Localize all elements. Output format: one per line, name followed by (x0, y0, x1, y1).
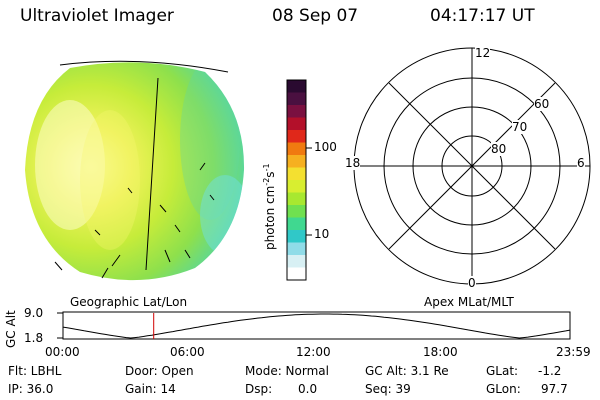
altitude-curve (62, 313, 571, 339)
colorbar-cell (287, 205, 306, 218)
info-gc-alt: GC Alt: 3.1 Re (365, 364, 449, 378)
colorbar-cell (287, 80, 306, 93)
xtick-0600: 06:00 (170, 345, 205, 359)
mlat-label-70: 70 (512, 120, 528, 134)
meridian-line (145, 77, 159, 271)
info-flt: Flt: LBHL (8, 364, 62, 378)
colorbar-cell (287, 92, 306, 106)
mlt-label-18: 18 (345, 156, 361, 170)
colorbar-cell (287, 242, 306, 256)
altitude-ytick-top: 9.0 (24, 306, 44, 320)
colorbar-cell (287, 130, 306, 143)
image-time: 04:17:17 UT (430, 6, 535, 26)
info-glat-value: -1.2 (538, 364, 562, 378)
info-glat-label: GLat: (486, 364, 519, 378)
colorbar-cell (287, 230, 306, 243)
xtick-0000: 00:00 (45, 345, 80, 359)
altitude-plot (57, 311, 571, 340)
polar-grid (353, 47, 591, 285)
colorbar-unit-label: photon cm-2s-1 (262, 163, 277, 250)
xtick-1800: 18:00 (423, 345, 458, 359)
info-ip: IP: 36.0 (8, 382, 54, 396)
mlt-label-12: 12 (475, 46, 491, 60)
xtick-1200: 12:00 (296, 345, 331, 359)
colorbar-cell (287, 167, 306, 181)
info-dsp-value: 0.0 (298, 382, 318, 396)
colorbar-cell (287, 267, 306, 281)
colorbar-cell (287, 180, 306, 193)
altitude-ytick-bottom: 1.8 (24, 331, 44, 345)
mlt-label-6: 6 (577, 156, 585, 170)
colorbar-cell (287, 255, 306, 268)
info-glon-value: 97.7 (541, 382, 568, 396)
colorbar-cell (287, 105, 306, 118)
info-dsp-label: Dsp: (245, 382, 273, 396)
geographic-label: Geographic Lat/Lon (70, 295, 188, 309)
info-glon-label: GLon: (486, 382, 521, 396)
colorbar-cell (287, 117, 306, 131)
info-seq: Seq: 39 (365, 382, 411, 396)
info-mode: Mode: Normal (245, 364, 329, 378)
coastline-fragments (54, 162, 215, 279)
colorbar-tick-10: 10 (314, 227, 330, 241)
colorbar-cell (287, 192, 306, 206)
info-door: Door: Open (125, 364, 194, 378)
xtick-2359: 23:59 (556, 345, 591, 359)
colorbar-cell (287, 217, 306, 231)
colorbar (286, 79, 312, 281)
mlt-label-0: 0 (468, 276, 476, 290)
altitude-ylabel: GC Alt (4, 310, 18, 348)
mlat-label-80: 80 (491, 142, 507, 156)
colorbar-cell (287, 155, 306, 168)
uv-earth-disk (25, 62, 245, 281)
mlat-label-60: 60 (534, 97, 550, 111)
colorbar-cell (287, 142, 306, 156)
image-date: 08 Sep 07 (272, 6, 359, 26)
info-gain: Gain: 14 (125, 382, 176, 396)
apex-label: Apex MLat/MLT (424, 295, 514, 309)
colorbar-tick-100: 100 (314, 140, 337, 154)
limb-arc (59, 60, 229, 73)
instrument-title: Ultraviolet Imager (20, 6, 174, 26)
